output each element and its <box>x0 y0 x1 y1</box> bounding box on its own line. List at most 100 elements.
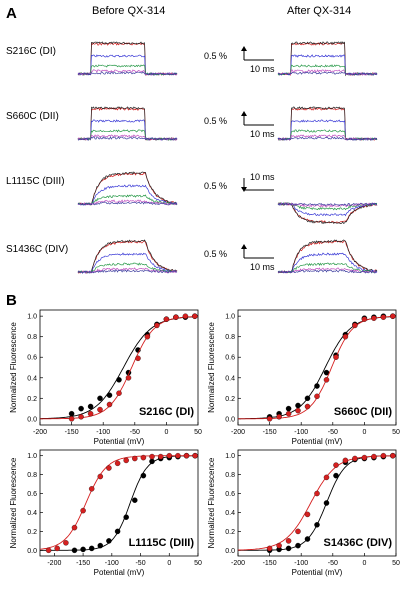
data-point <box>78 414 84 420</box>
data-point <box>295 407 301 414</box>
data-point <box>123 457 129 464</box>
data-point <box>183 452 190 459</box>
y-tick-label: 0.0 <box>27 548 37 555</box>
chart-title: L1115C (DIII) <box>129 537 195 549</box>
data-point <box>285 410 292 417</box>
panel-b-label: B <box>6 292 17 309</box>
x-tick-label: -150 <box>65 429 79 436</box>
data-point <box>285 538 292 544</box>
data-point <box>149 453 155 460</box>
x-tick-label: 0 <box>362 560 366 567</box>
scale-bar-percent: 0.5 % <box>204 181 227 191</box>
x-tick-label: -50 <box>135 560 145 567</box>
data-point <box>352 455 358 462</box>
data-point <box>361 316 368 322</box>
fluorescence-trace <box>77 239 178 274</box>
data-point <box>314 383 320 389</box>
y-axis-label: Normalized Fluorescence <box>207 322 216 413</box>
y-axis-label: Normalized Fluorescence <box>9 457 18 548</box>
y-tick-label: 1.0 <box>27 314 37 321</box>
fluorescence-trace <box>77 252 178 274</box>
data-point <box>71 547 78 554</box>
data-point <box>114 460 121 467</box>
fluorescence-trace <box>278 239 378 274</box>
data-point <box>390 313 396 319</box>
data-point <box>295 528 301 535</box>
boltzmann-fit-line <box>238 315 396 420</box>
x-tick-label: 50 <box>392 560 400 567</box>
data-point <box>80 507 86 514</box>
col-after-label: After QX-314 <box>287 5 351 17</box>
fluorescence-trace <box>77 201 178 206</box>
fluorescence-trace <box>277 269 378 274</box>
data-point <box>116 377 122 383</box>
data-point <box>285 405 292 412</box>
data-point <box>88 486 95 492</box>
fluorescence-trace <box>277 202 378 225</box>
col-before-label: Before QX-314 <box>92 5 165 17</box>
fluorescence-trace <box>77 136 178 141</box>
y-tick-label: 0.2 <box>225 529 235 536</box>
gv-chart: 0.0 0.2 0.4 0.6 0.8 1.0 -200 -150 -100 -50 0 50 Pote… <box>9 449 202 577</box>
y-tick-label: 1.0 <box>225 453 235 460</box>
data-point <box>163 316 170 322</box>
data-point <box>78 405 84 412</box>
arrow-up-icon <box>241 244 247 249</box>
y-tick-label: 0.0 <box>27 416 37 423</box>
chart-title: S216C (DI) <box>139 406 194 418</box>
x-tick-label: 50 <box>194 429 202 436</box>
fluorescence-trace <box>277 252 378 274</box>
data-point <box>276 542 282 549</box>
fluorescence-trace <box>77 129 178 141</box>
x-tick-label: -50 <box>328 429 338 436</box>
data-point <box>132 497 138 503</box>
data-point <box>63 540 69 546</box>
gv-chart: 0.0 0.2 0.4 0.6 0.8 1.0 -200 -150 -100 -50 0 50 Pote… <box>207 449 400 577</box>
data-point <box>295 402 301 409</box>
plot-frame <box>39 309 199 426</box>
construct-label: L1115C (DIII) <box>6 176 65 187</box>
construct-label: S216C (DI) <box>6 46 56 57</box>
fluorescence-trace <box>77 194 178 206</box>
data-point <box>97 395 103 402</box>
data-point <box>266 416 273 422</box>
panel-a-label: A <box>6 5 17 22</box>
data-point <box>154 322 160 329</box>
data-point <box>182 313 189 319</box>
construct-label: S1436C (DIV) <box>6 244 68 255</box>
y-tick-label: 0.0 <box>225 548 235 555</box>
x-tick-label: 0 <box>167 560 171 567</box>
fluorescence-trace <box>277 262 377 274</box>
x-tick-label: -100 <box>294 429 308 436</box>
data-point <box>88 545 95 552</box>
data-point <box>123 514 129 520</box>
x-tick-label: -150 <box>263 560 277 567</box>
fluorescence-trace <box>277 202 378 211</box>
data-point <box>71 524 78 531</box>
boltzmann-fit-line <box>39 455 198 550</box>
y-tick-label: 1.0 <box>27 453 37 460</box>
data-point <box>87 410 94 417</box>
data-point <box>87 403 94 410</box>
y-axis-label: Normalized Fluorescence <box>9 322 18 413</box>
x-tick-label: -150 <box>76 560 90 567</box>
data-point <box>314 522 320 528</box>
construct-label: S660C (DII) <box>6 111 59 122</box>
data-point <box>333 472 339 479</box>
y-tick-label: 0.6 <box>27 355 37 362</box>
data-point <box>175 452 181 459</box>
x-tick-label: -50 <box>130 429 140 436</box>
data-point <box>266 545 273 552</box>
x-tick-label: -150 <box>263 429 277 436</box>
data-point <box>97 542 104 549</box>
chart-title: S660C (DII) <box>334 406 392 418</box>
data-point <box>314 393 320 400</box>
x-tick-label: 50 <box>392 429 400 436</box>
x-axis-label: Potential (mV) <box>94 568 145 577</box>
data-point <box>114 528 121 535</box>
y-tick-label: 0.6 <box>27 491 37 498</box>
fluorescence-trace <box>77 106 178 141</box>
data-point <box>192 313 198 319</box>
data-point <box>323 377 330 383</box>
